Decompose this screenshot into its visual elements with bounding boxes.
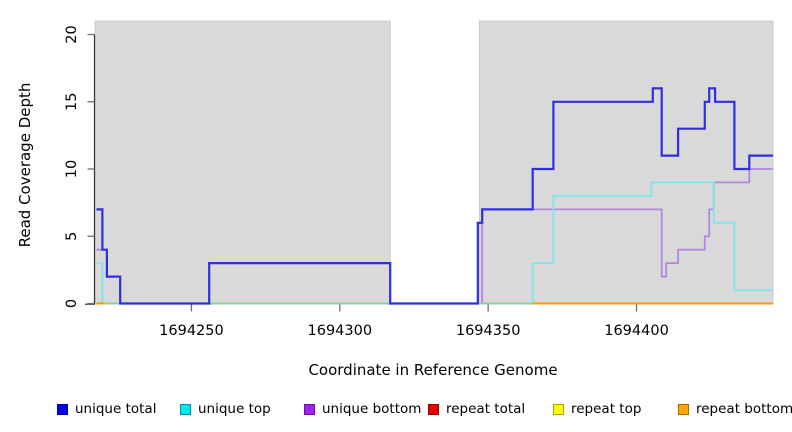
coverage-background-region	[94, 20, 391, 304]
legend-swatch-icon	[57, 403, 68, 415]
x-axis-title: Coordinate in Reference Genome	[308, 361, 557, 379]
x-tick-label: 1694400	[604, 323, 669, 339]
coverage-background-region	[478, 20, 774, 304]
y-tick-label: 5	[64, 232, 80, 241]
legend-item-label: unique bottom	[322, 401, 422, 417]
y-tick-label: 0	[64, 299, 80, 308]
chart-legend: unique total unique top unique bottom repea…	[0, 401, 792, 425]
legend-item-label: unique total	[75, 401, 157, 417]
legend-swatch-icon	[304, 403, 315, 415]
legend-swatch-icon	[180, 403, 191, 415]
legend-item-label: repeat top	[571, 401, 642, 417]
legend-swatch-icon	[678, 403, 689, 415]
legend-item-repeat-bottom: repeat bottom	[678, 401, 792, 417]
legend-item-unique-bottom: unique bottom	[304, 401, 421, 417]
legend-item-repeat-total: repeat total	[428, 401, 525, 417]
legend-swatch-icon	[428, 403, 439, 415]
legend-item-unique-total: unique total	[57, 401, 156, 417]
x-tick-label: 1694350	[456, 323, 521, 339]
legend-item-label: repeat bottom	[696, 401, 792, 417]
legend-item-label: repeat total	[446, 401, 526, 417]
y-tick-label: 10	[64, 160, 80, 178]
legend-item-label: unique top	[198, 401, 271, 417]
y-axis-title: Read Coverage Depth	[16, 83, 34, 248]
legend-item-repeat-top: repeat top	[553, 401, 641, 417]
legend-item-unique-top: unique top	[180, 401, 271, 417]
x-tick-label: 1694250	[159, 323, 224, 339]
legend-swatch-icon	[553, 403, 564, 415]
series-line-unique-total	[96, 87, 773, 305]
y-tick-label: 15	[64, 93, 80, 111]
y-tick-label: 20	[64, 25, 80, 43]
x-tick-label: 1694300	[308, 323, 373, 339]
